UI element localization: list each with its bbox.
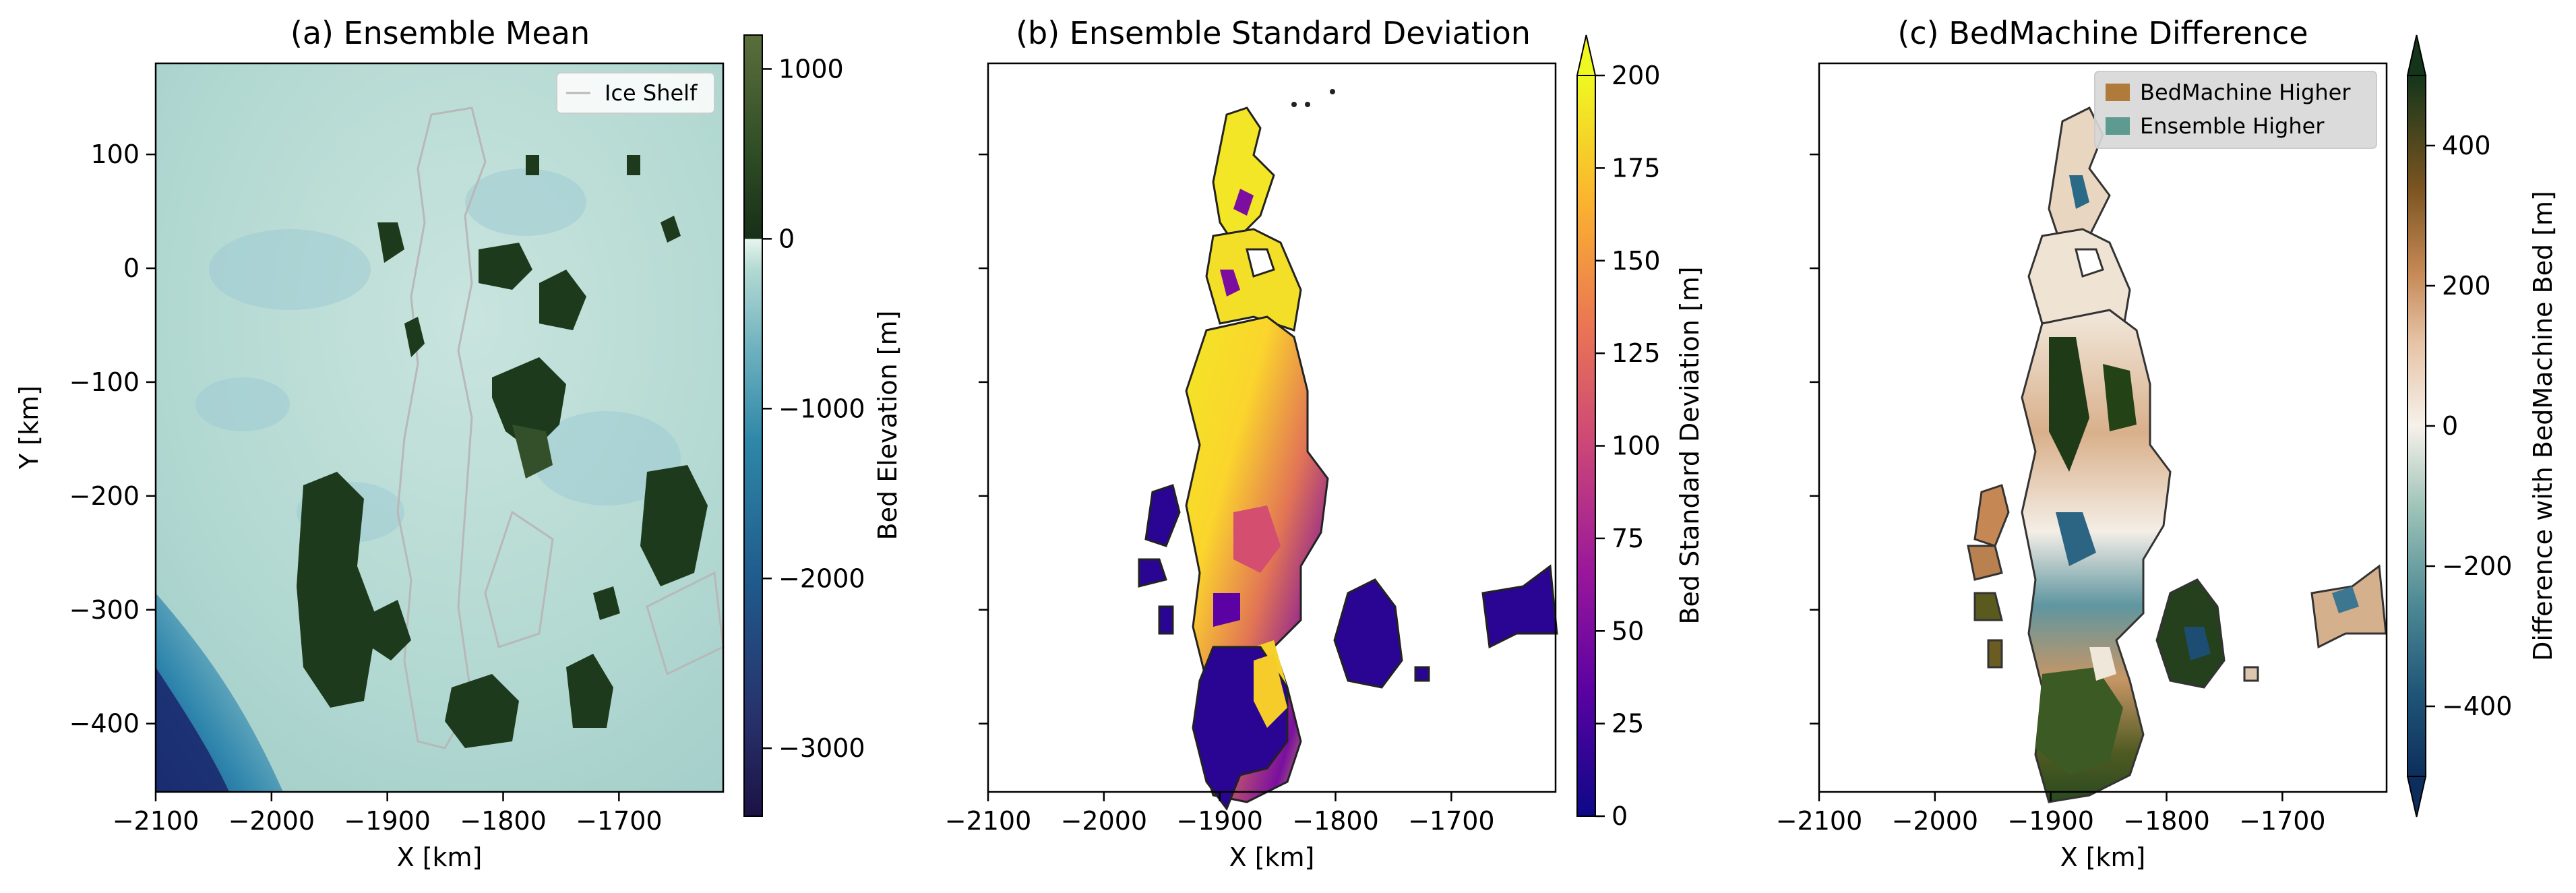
colorbar-tick-label: 0 bbox=[1612, 801, 1628, 831]
x-tick-label: −2000 bbox=[1892, 806, 1979, 836]
panel-b-axes: −2100 −2000 −1900 −1800 −1700 bbox=[945, 153, 1495, 836]
legend-ensemble-higher: Ensemble Higher bbox=[2140, 113, 2325, 139]
panel-c-axes: −2100 −2000 −1900 −1800 −1700 bbox=[1776, 153, 2326, 836]
x-tick-label: −2100 bbox=[945, 806, 1032, 836]
panel-a-xlabel: X [km] bbox=[397, 842, 483, 872]
colorbar-bed-elevation-ticks: 1000 0 −1000 −2000 −3000 bbox=[762, 54, 865, 763]
x-tick-label: −1800 bbox=[2123, 806, 2210, 836]
x-tick-label: −1800 bbox=[1292, 806, 1379, 836]
x-tick-label: −1700 bbox=[576, 806, 663, 836]
colorbar-tick-label: −400 bbox=[2442, 691, 2512, 721]
panel-c-frame bbox=[1818, 62, 2388, 793]
x-tick-label: −2000 bbox=[1061, 806, 1148, 836]
colorbar-difference-label: Difference with BedMachine Bed [m] bbox=[2528, 191, 2558, 661]
ensemble-higher-swatch bbox=[2106, 117, 2130, 135]
colorbar-tick-label: 125 bbox=[1612, 338, 1661, 368]
x-tick-label: −1900 bbox=[344, 806, 431, 836]
x-tick-label: −1900 bbox=[2007, 806, 2094, 836]
y-tick-label: 100 bbox=[90, 140, 140, 169]
x-tick-label: −2100 bbox=[1776, 806, 1863, 836]
panel-a-title: (a) Ensemble Mean bbox=[290, 15, 590, 51]
y-tick-label: −100 bbox=[69, 367, 140, 397]
colorbar-bed-elevation-label: Bed Elevation [m] bbox=[873, 311, 902, 541]
x-tick-label: −1800 bbox=[460, 806, 547, 836]
colorbar-tick-label: −3000 bbox=[778, 733, 865, 763]
panel-a-positive-elevation-patches bbox=[297, 155, 708, 748]
colorbar-tick-label: 200 bbox=[1612, 61, 1661, 90]
legend-ice-shelf: Ice Shelf bbox=[605, 80, 698, 106]
panel-a-legend: Ice Shelf bbox=[556, 72, 715, 114]
panel-c-xlabel: X [km] bbox=[2060, 842, 2146, 872]
panel-a-ylabel: Y [km] bbox=[14, 386, 44, 470]
panel-c-legend: BedMachine Higher Ensemble Higher bbox=[2094, 71, 2377, 149]
x-tick-label: −2000 bbox=[228, 806, 315, 836]
panel-b-dots bbox=[1291, 89, 1335, 107]
colorbar-tick-label: 400 bbox=[2442, 131, 2491, 160]
colorbar-difference bbox=[2407, 75, 2426, 777]
colorbar-difference-extend-min bbox=[2406, 776, 2427, 818]
y-tick-label: −300 bbox=[69, 595, 140, 625]
panel-c-difference-field bbox=[1967, 106, 2387, 803]
y-tick-label: −200 bbox=[69, 481, 140, 511]
colorbar-tick-label: −1000 bbox=[778, 394, 865, 423]
panel-b-frame bbox=[987, 62, 1557, 793]
panel-b-xlabel: X [km] bbox=[1229, 842, 1315, 872]
colorbar-tick-label: 100 bbox=[1612, 431, 1661, 461]
colorbar-tick-label: 75 bbox=[1612, 524, 1644, 553]
panel-a-deepest-bed bbox=[156, 667, 229, 792]
panel-ensemble-mean: (a) Ensemble Mean bbox=[14, 15, 902, 872]
colorbar-tick-label: 0 bbox=[2442, 411, 2458, 441]
x-tick-label: −1900 bbox=[1176, 806, 1263, 836]
colorbar-tick-label: −200 bbox=[2442, 551, 2512, 581]
colorbar-std-extend-max bbox=[1576, 34, 1597, 76]
colorbar-std-ticks: 200 175 150 125 100 75 50 25 0 bbox=[1595, 61, 1661, 831]
panel-bedmachine-difference: (c) BedMachine Difference bbox=[1776, 15, 2558, 872]
colorbar-tick-label: 25 bbox=[1612, 709, 1644, 739]
colorbar-tick-label: 200 bbox=[2442, 271, 2491, 301]
colorbar-tick-label: 150 bbox=[1612, 246, 1661, 276]
colorbar-std bbox=[1576, 75, 1596, 817]
legend-bedmachine-higher: BedMachine Higher bbox=[2140, 80, 2351, 105]
y-tick-label: 0 bbox=[123, 253, 140, 283]
panel-a-axes: −2100 −2000 −1900 −1800 −1700 100 0 −100 −200 −30… bbox=[69, 140, 663, 836]
y-tick-label: −400 bbox=[69, 709, 140, 739]
panel-b-std-field bbox=[1138, 106, 1558, 811]
panel-ensemble-std: (b) Ensemble Standard Deviation bbox=[945, 15, 1705, 872]
panel-c-title: (c) BedMachine Difference bbox=[1897, 15, 2308, 51]
colorbar-difference-ticks: 400 200 0 −200 −400 bbox=[2426, 131, 2512, 721]
x-tick-label: −1700 bbox=[2239, 806, 2326, 836]
colorbar-tick-label: 50 bbox=[1612, 616, 1644, 646]
colorbar-difference-extend-max bbox=[2406, 34, 2427, 76]
colorbar-tick-label: 175 bbox=[1612, 153, 1661, 183]
colorbar-bed-elevation bbox=[743, 34, 763, 817]
colorbar-std-label: Bed Standard Deviation [m] bbox=[1675, 266, 1705, 624]
x-tick-label: −2100 bbox=[113, 806, 200, 836]
panel-a-frame bbox=[154, 62, 725, 793]
bedmachine-higher-swatch bbox=[2106, 84, 2130, 101]
colorbar-tick-label: 0 bbox=[778, 224, 795, 253]
panel-b-title: (b) Ensemble Standard Deviation bbox=[1016, 15, 1531, 51]
colorbar-tick-label: −2000 bbox=[778, 563, 865, 593]
x-tick-label: −1700 bbox=[1408, 806, 1495, 836]
colorbar-tick-label: 1000 bbox=[778, 54, 844, 84]
